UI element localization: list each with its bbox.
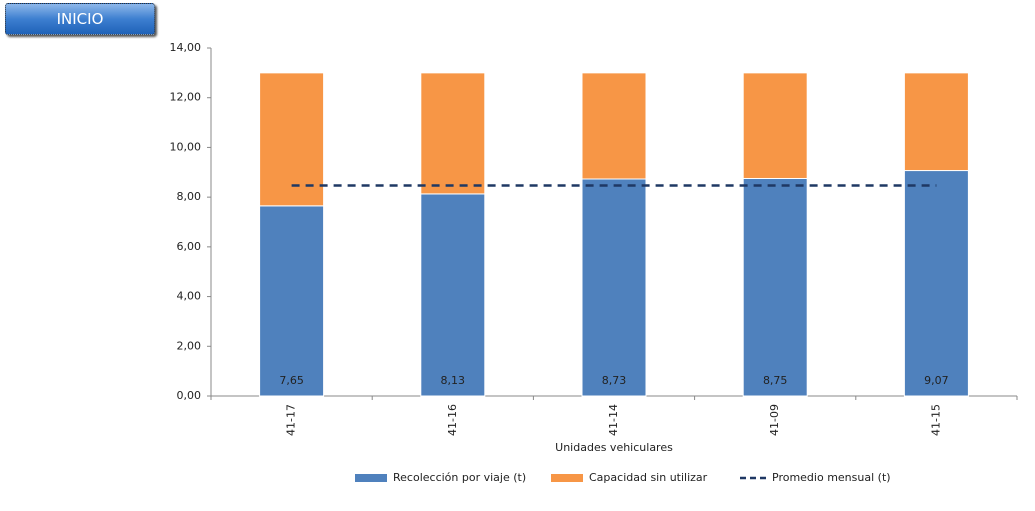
bar — [581, 72, 647, 180]
x-tick-label: 41-15 — [929, 404, 942, 436]
legend-swatch — [355, 474, 387, 482]
data-label: 8,73 — [602, 374, 627, 387]
y-tick-label: 4,00 — [177, 290, 202, 303]
y-tick-label: 2,00 — [177, 339, 202, 352]
x-axis-title: Unidades vehiculares — [555, 441, 673, 454]
bar — [420, 193, 486, 397]
data-label: 8,75 — [763, 374, 788, 387]
y-tick-label: 8,00 — [177, 190, 202, 203]
bar — [742, 178, 808, 397]
legend-swatch — [551, 474, 583, 482]
inicio-button[interactable]: INICIO — [5, 3, 155, 35]
bar — [742, 72, 808, 179]
legend-label: Recolección por viaje (t) — [393, 471, 526, 484]
x-tick-label: 41-14 — [607, 404, 620, 436]
y-tick-label: 10,00 — [170, 140, 202, 153]
y-tick-label: 0,00 — [177, 389, 202, 402]
legend-label: Promedio mensual (t) — [772, 471, 891, 484]
data-label: 7,65 — [279, 374, 304, 387]
bar — [259, 72, 325, 207]
bar — [581, 178, 647, 397]
y-tick-label: 6,00 — [177, 240, 202, 253]
legend-label: Capacidad sin utilizar — [589, 471, 708, 484]
bar — [903, 170, 969, 397]
x-tick-label: 41-16 — [446, 404, 459, 436]
x-tick-label: 41-17 — [285, 404, 298, 436]
data-label: 9,07 — [924, 374, 949, 387]
data-label: 8,13 — [441, 374, 466, 387]
bar — [259, 205, 325, 397]
bar — [420, 72, 486, 195]
x-tick-label: 41-09 — [768, 404, 781, 436]
y-tick-label: 12,00 — [170, 91, 202, 104]
y-tick-label: 14,00 — [170, 41, 202, 54]
bar — [903, 72, 969, 172]
